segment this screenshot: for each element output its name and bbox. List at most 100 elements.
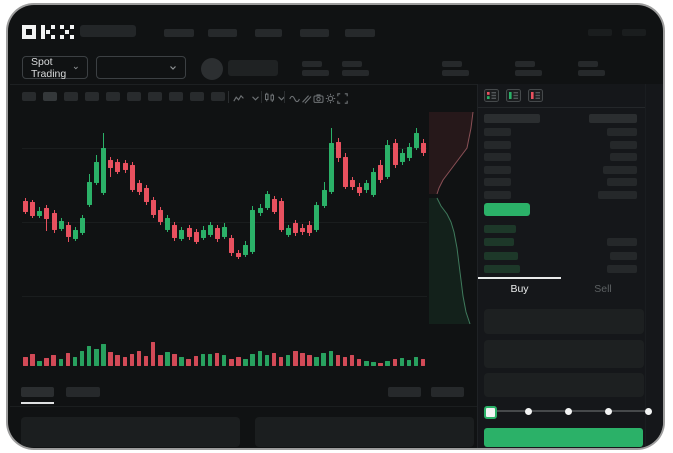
orderbook-row[interactable]	[484, 176, 637, 189]
chevron-down-icon[interactable]	[250, 95, 261, 106]
candle-body	[207, 225, 213, 235]
volume-bar	[101, 344, 106, 366]
candle-style-icon[interactable]	[264, 92, 275, 103]
volume-bar	[356, 359, 362, 366]
fullscreen-icon[interactable]	[337, 93, 348, 104]
volume-bar	[250, 354, 255, 366]
candle-body	[79, 218, 85, 233]
wave-indicator-icon[interactable]	[289, 93, 300, 104]
market-type-dropdown[interactable]: Spot Trading	[22, 56, 88, 80]
volume-bar	[221, 355, 227, 366]
settings-gear-icon[interactable]	[325, 93, 336, 104]
chevron-down-icon	[74, 66, 79, 69]
timeframe-slot[interactable]	[22, 92, 36, 101]
bottom-action-placeholder[interactable]	[431, 387, 464, 397]
timeframe-slot[interactable]	[211, 92, 225, 101]
orderbook-row[interactable]	[484, 189, 637, 202]
book-bids-icon[interactable]	[506, 89, 521, 107]
gridline	[22, 222, 427, 223]
nav-item-placeholder[interactable]	[345, 29, 375, 37]
candle-body	[371, 172, 377, 195]
volume-bar	[342, 357, 348, 366]
slider-handle[interactable]	[483, 405, 497, 419]
volume-bar	[143, 356, 149, 366]
timeframe-slot[interactable]	[169, 92, 183, 101]
bottom-panel	[255, 417, 474, 447]
orderbook-size-bar	[484, 178, 511, 187]
last-price-highlight[interactable]	[484, 203, 530, 216]
orderbook-row[interactable]	[484, 126, 637, 139]
price-input[interactable]	[484, 309, 644, 334]
orderbook-value-bar	[603, 165, 637, 174]
drawing-tools-icon[interactable]	[301, 93, 312, 104]
orderbook-row[interactable]	[484, 164, 637, 177]
nav-item-placeholder[interactable]	[208, 29, 237, 37]
timeframe-slot[interactable]	[127, 92, 141, 101]
nav-item-placeholder[interactable]	[255, 29, 282, 37]
timeframe-slot[interactable]	[64, 92, 78, 101]
timeframe-slot[interactable]	[190, 92, 204, 101]
orderbook-divider	[478, 107, 645, 108]
nav-right-placeholder[interactable]	[588, 29, 612, 36]
bottom-tab-placeholder[interactable]	[21, 387, 54, 397]
volume-bar	[385, 361, 390, 366]
book-all-icon[interactable]	[484, 89, 499, 107]
okx-logo[interactable]	[22, 24, 76, 40]
nav-item-placeholder[interactable]	[300, 29, 329, 37]
orderbook-row[interactable]	[484, 151, 637, 164]
nav-item-placeholder[interactable]	[164, 29, 194, 37]
candle-body	[392, 143, 398, 165]
candle-body	[108, 160, 114, 168]
timeframe-slot[interactable]	[106, 92, 120, 101]
header-divider	[10, 84, 663, 85]
slider-stop[interactable]	[525, 407, 533, 415]
line-chart-icon[interactable]	[233, 93, 244, 104]
buy-submit-button[interactable]	[484, 428, 643, 447]
total-input[interactable]	[484, 373, 644, 397]
volume-bar	[94, 349, 99, 366]
candle-body	[143, 188, 149, 202]
orderbook-value-bar	[610, 153, 637, 162]
timeframe-slot[interactable]	[43, 92, 57, 101]
search-input[interactable]	[80, 25, 136, 37]
slider-stop[interactable]	[565, 407, 572, 415]
orderbook-value-bar	[607, 238, 637, 247]
timeframe-slot[interactable]	[148, 92, 162, 101]
volume-bar	[413, 357, 419, 366]
volume-bar	[65, 353, 71, 366]
candle-body	[30, 202, 36, 216]
volume-bar	[214, 353, 220, 366]
bottom-tab-placeholder[interactable]	[66, 387, 100, 397]
book-asks-icon[interactable]	[528, 89, 543, 107]
orderbook-row[interactable]	[484, 236, 637, 250]
orderbook-row[interactable]	[484, 263, 637, 277]
orderbook-row[interactable]	[484, 222, 637, 236]
amount-input[interactable]	[484, 340, 644, 368]
candle-body	[158, 210, 164, 222]
stat-label-placeholder	[442, 61, 462, 67]
tab-buy[interactable]: Buy	[510, 283, 529, 295]
nav-right-placeholder[interactable]	[622, 29, 646, 36]
camera-icon[interactable]	[313, 93, 324, 104]
volume-bar	[51, 355, 56, 366]
slider-stop[interactable]	[604, 407, 612, 415]
timeframe-slot[interactable]	[85, 92, 99, 101]
volume-bar	[58, 359, 63, 366]
slider-stop[interactable]	[644, 407, 652, 415]
stat-value-placeholder	[442, 70, 469, 76]
tab-sell[interactable]: Sell	[594, 283, 612, 295]
chevron-down-icon[interactable]	[276, 95, 287, 106]
amount-percent-slider[interactable]	[483, 402, 656, 419]
candle-body	[136, 183, 142, 192]
orderbook-row[interactable]	[484, 249, 637, 263]
bottom-action-placeholder[interactable]	[388, 387, 421, 397]
volume-bar	[307, 355, 312, 366]
orderbook-value-bar	[607, 128, 637, 137]
orderbook-row[interactable]	[484, 139, 637, 152]
pair-name-placeholder	[228, 60, 278, 76]
orderbook-value-bar	[607, 178, 637, 187]
price-chart[interactable]	[22, 110, 427, 330]
volume-bar	[150, 342, 156, 366]
pair-dropdown[interactable]	[96, 56, 186, 79]
